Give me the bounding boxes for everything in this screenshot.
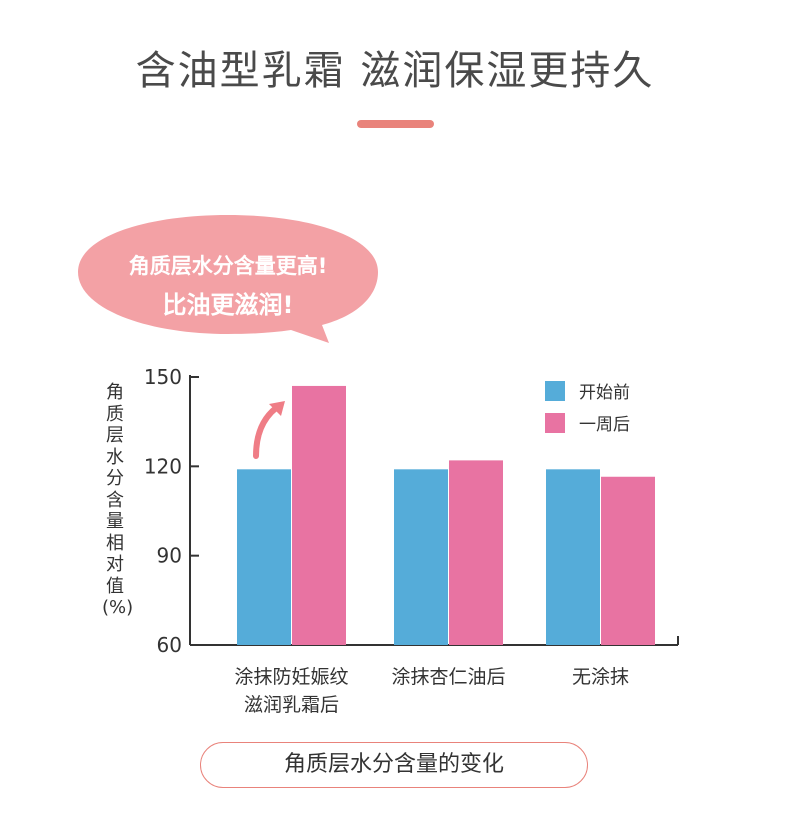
bar-before-2 (546, 469, 600, 645)
speech-bubble: 角质层水分含量更高! 比油更滋润! (78, 215, 388, 345)
legend-label-1: 一周后 (579, 415, 630, 435)
y-tick-label-60: 60 (157, 633, 182, 657)
bubble-text-line2: 比油更滋润! (162, 291, 294, 319)
bubble-text-line1: 角质层水分含量更高! (128, 254, 328, 278)
y-tick-label-150: 150 (144, 365, 182, 389)
y-tick-label-120: 120 (144, 454, 182, 478)
legend-label-0: 开始前 (579, 383, 630, 403)
x-category-label-0-1: 滋润乳霜后 (244, 694, 339, 716)
increase-arrow-head (269, 401, 285, 416)
chart-caption: 角质层水分含量的变化 (200, 742, 588, 788)
legend-swatch-1 (545, 413, 565, 433)
increase-arrow-shaft (253, 405, 279, 459)
bar-after-1 (449, 460, 503, 645)
x-category-label-1-0: 涂抹杏仁油后 (391, 666, 505, 688)
y-axis-label: 角质层水分含量相对值(%) (102, 382, 134, 618)
x-category-label-2-0: 无涂抹 (572, 666, 629, 688)
speech-bubble-shape (78, 215, 378, 343)
x-category-label-0-0: 涂抹防妊娠纹 (234, 666, 348, 688)
bar-after-0 (292, 385, 346, 645)
bar-before-0 (237, 469, 291, 645)
title-accent-bar (357, 120, 434, 128)
page-title: 含油型乳霜 滋润保湿更持久 (135, 48, 655, 94)
bar-after-2 (601, 476, 655, 645)
bar-before-1 (394, 469, 448, 645)
legend-swatch-0 (545, 381, 565, 401)
y-tick-label-90: 90 (157, 544, 182, 568)
